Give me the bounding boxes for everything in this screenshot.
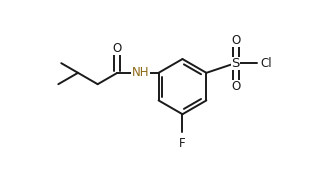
Text: F: F: [179, 137, 186, 150]
Text: S: S: [231, 57, 240, 70]
Text: Cl: Cl: [260, 57, 272, 70]
Text: O: O: [231, 33, 240, 47]
Text: O: O: [231, 80, 240, 93]
Text: O: O: [113, 42, 122, 55]
Text: NH: NH: [132, 66, 150, 79]
